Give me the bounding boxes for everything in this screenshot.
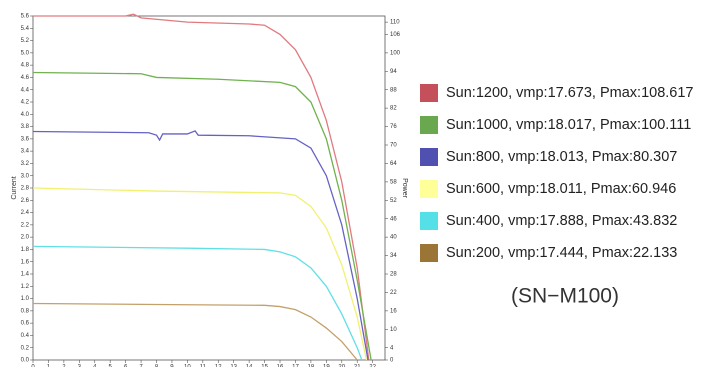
legend-label: Sun:600, vmp:18.011, Pmax:60.946 bbox=[446, 181, 676, 197]
plot-frame bbox=[32, 15, 386, 361]
y-tick-label: 4.4 bbox=[21, 87, 30, 93]
y2-tick-label: 76 bbox=[390, 124, 397, 130]
x-tick-label: 20 bbox=[338, 365, 345, 367]
y-tick-label: 0.0 bbox=[21, 358, 30, 364]
series-line bbox=[33, 13, 370, 361]
x-tick-label: 5 bbox=[109, 365, 113, 367]
x-tick-label: 16 bbox=[277, 365, 284, 367]
y-tick-label: 2.6 bbox=[21, 198, 30, 204]
y-tick-label: 2.8 bbox=[21, 186, 30, 192]
y-tick-label: 3.2 bbox=[21, 161, 30, 167]
y2-tick-label: 82 bbox=[390, 106, 397, 112]
legend-swatch bbox=[420, 116, 438, 134]
x-tick-label: 1 bbox=[47, 365, 51, 367]
y-tick-label: 4.0 bbox=[21, 112, 30, 118]
y-tick-label: 3.0 bbox=[21, 173, 30, 179]
y-tick-label: 1.0 bbox=[21, 296, 30, 302]
y2-tick-label: 106 bbox=[390, 32, 401, 38]
y2-tick-label: 100 bbox=[390, 50, 401, 56]
x-tick-label: 19 bbox=[323, 365, 330, 367]
y-tick-label: 0.2 bbox=[21, 345, 30, 351]
y-tick-label: 0.8 bbox=[21, 308, 30, 314]
x-tick-label: 22 bbox=[369, 365, 376, 367]
legend-label: Sun:200, vmp:17.444, Pmax:22.133 bbox=[446, 245, 677, 261]
x-tick-label: 8 bbox=[155, 365, 159, 367]
series-line bbox=[32, 71, 372, 361]
legend-swatch bbox=[420, 148, 438, 166]
y2-tick-label: 58 bbox=[390, 179, 397, 185]
x-tick-label: 21 bbox=[354, 365, 361, 367]
y-tick-label: 0.4 bbox=[21, 333, 30, 339]
y2-tick-label: 34 bbox=[390, 253, 397, 259]
x-tick-label: 14 bbox=[246, 365, 253, 367]
x-tick-label: 13 bbox=[230, 365, 237, 367]
x-tick-label: 0 bbox=[31, 365, 35, 367]
series-line bbox=[32, 130, 369, 361]
y-tick-label: 3.6 bbox=[21, 136, 30, 142]
y2-tick-label: 88 bbox=[390, 87, 397, 93]
y2-tick-label: 22 bbox=[390, 290, 397, 296]
y2-tick-label: 110 bbox=[390, 20, 400, 26]
y2-axis-label: Power bbox=[401, 178, 408, 199]
series-line bbox=[32, 187, 368, 361]
x-tick-label: 2 bbox=[62, 365, 66, 367]
y2-tick-label: 94 bbox=[390, 69, 397, 75]
y-tick-label: 2.2 bbox=[21, 222, 30, 228]
y2-tick-label: 40 bbox=[390, 235, 397, 241]
y2-tick-label: 0 bbox=[390, 358, 394, 364]
chart-title: (SN−M100) bbox=[511, 285, 619, 308]
x-tick-label: 7 bbox=[139, 365, 143, 367]
y-tick-label: 3.4 bbox=[21, 149, 30, 155]
y-tick-label: 1.2 bbox=[21, 284, 30, 290]
y-tick-label: 4.2 bbox=[21, 100, 30, 106]
y-tick-label: 4.8 bbox=[21, 63, 30, 69]
y-tick-label: 5.0 bbox=[21, 50, 30, 56]
y2-tick-label: 16 bbox=[390, 308, 397, 314]
legend-swatch bbox=[420, 244, 438, 262]
legend-swatch bbox=[420, 84, 438, 102]
y2-tick-label: 28 bbox=[390, 272, 397, 278]
x-tick-label: 10 bbox=[184, 365, 191, 367]
y-tick-label: 3.8 bbox=[21, 124, 30, 130]
y-tick-label: 2.4 bbox=[21, 210, 30, 216]
x-tick-label: 3 bbox=[78, 365, 82, 367]
y2-tick-label: 52 bbox=[390, 198, 397, 204]
x-tick-label: 15 bbox=[261, 365, 268, 367]
y-tick-label: 0.6 bbox=[21, 321, 30, 327]
x-tick-label: 18 bbox=[308, 365, 315, 367]
x-tick-label: 17 bbox=[292, 365, 299, 367]
x-tick-label: 6 bbox=[124, 365, 128, 367]
y-axis-label: Current bbox=[11, 176, 18, 199]
y2-tick-label: 4 bbox=[390, 345, 394, 351]
y-tick-label: 1.4 bbox=[21, 272, 30, 278]
legend-swatch bbox=[420, 212, 438, 230]
x-tick-label: 12 bbox=[215, 365, 222, 367]
legend-label: Sun:1000, vmp:18.017, Pmax:100.111 bbox=[446, 117, 691, 133]
y-tick-label: 5.4 bbox=[21, 26, 30, 32]
y-tick-label: 4.6 bbox=[21, 75, 30, 81]
y-tick-label: 2.0 bbox=[21, 235, 30, 241]
y-tick-label: 1.8 bbox=[21, 247, 30, 253]
legend-swatch bbox=[420, 180, 438, 198]
series-line bbox=[32, 302, 358, 361]
legend-label: Sun:1200, vmp:17.673, Pmax:108.617 bbox=[446, 85, 693, 101]
legend-label: Sun:800, vmp:18.013, Pmax:80.307 bbox=[446, 149, 677, 165]
series-line bbox=[32, 245, 363, 361]
y2-tick-label: 70 bbox=[390, 143, 397, 149]
y-tick-label: 1.6 bbox=[21, 259, 30, 265]
x-tick-label: 11 bbox=[200, 365, 207, 367]
y2-tick-label: 46 bbox=[390, 216, 397, 222]
x-tick-label: 9 bbox=[170, 365, 174, 367]
y-tick-label: 5.2 bbox=[21, 38, 30, 44]
y-tick-label: 5.6 bbox=[21, 14, 30, 20]
x-tick-label: 4 bbox=[93, 365, 97, 367]
y2-tick-label: 64 bbox=[390, 161, 397, 167]
legend-label: Sun:400, vmp:17.888, Pmax:43.832 bbox=[446, 213, 677, 229]
y2-tick-label: 10 bbox=[390, 327, 397, 333]
